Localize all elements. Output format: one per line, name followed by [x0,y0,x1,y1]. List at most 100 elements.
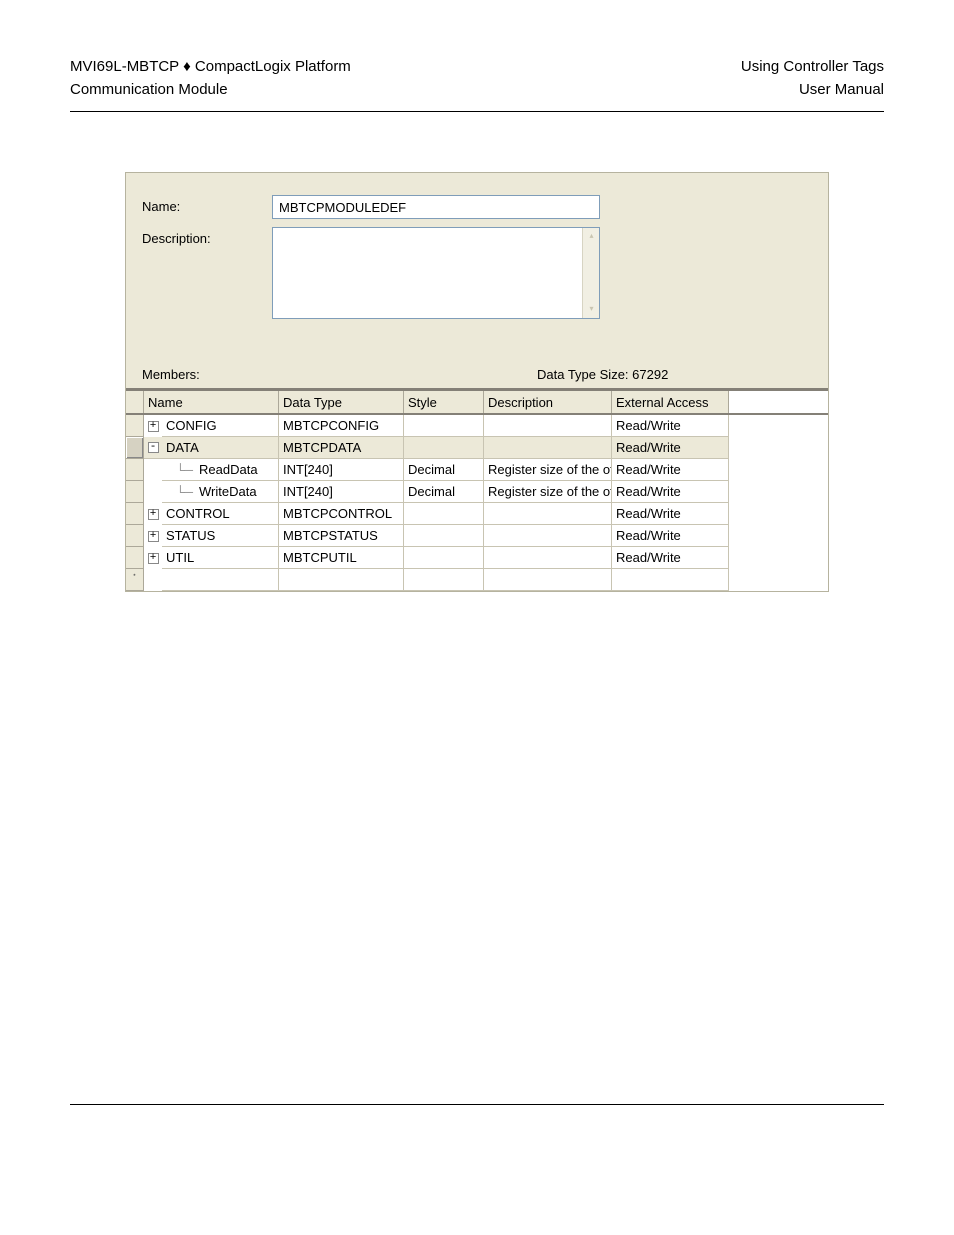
cell-external-access[interactable]: Read/Write [612,525,729,547]
col-header-data-type[interactable]: Data Type [279,391,404,413]
col-header-description[interactable]: Description [484,391,612,413]
tree-pad: + [144,525,162,547]
row-gutter[interactable] [126,437,144,459]
cell-data-type[interactable]: MBTCPCONTROL [279,503,404,525]
grid-header-gutter [126,391,144,413]
cell-data-type[interactable]: MBTCPCONFIG [279,415,404,437]
tree-pad: + [144,547,162,569]
member-name: STATUS [166,528,215,543]
collapse-icon[interactable]: - [148,442,159,453]
tree-pad [144,481,162,503]
scroll-down-icon[interactable]: ▾ [583,301,600,318]
cell-data-type[interactable]: MBTCPUTIL [279,547,404,569]
properties-panel: Name: Description: ▴ ▾ Members: Data Typ… [125,172,829,592]
cell-description[interactable] [484,503,612,525]
cell-name[interactable]: CONTROL [162,503,279,525]
header-left: MVI69L-MBTCP ♦ CompactLogix Platform Com… [70,56,351,101]
data-type-size: Data Type Size: 67292 [417,367,812,382]
expand-icon[interactable]: + [148,421,159,432]
cell-style[interactable] [404,415,484,437]
cell-external-access[interactable]: Read/Write [612,503,729,525]
cell-description[interactable] [484,437,612,459]
cell-description[interactable]: Register size of the of t [484,481,612,503]
cell-data-type[interactable]: INT[240] [279,481,404,503]
row-gutter[interactable] [126,415,144,437]
insert-cell-style[interactable] [404,569,484,591]
header-left-line2: Communication Module [70,81,228,98]
cell-description[interactable] [484,415,612,437]
tree-branch-icon: └─ [166,485,193,499]
description-field-wrap: ▴ ▾ [272,227,600,319]
row-gutter[interactable] [126,525,144,547]
cell-description[interactable] [484,547,612,569]
cell-external-access[interactable]: Read/Write [612,437,729,459]
page-header: MVI69L-MBTCP ♦ CompactLogix Platform Com… [70,56,884,112]
cell-description[interactable] [484,525,612,547]
name-input[interactable] [272,195,600,219]
row-gutter[interactable] [126,459,144,481]
tree-pad: - [144,437,162,459]
cell-data-type[interactable]: MBTCPDATA [279,437,404,459]
tree-branch-icon: └─ [166,463,193,477]
cell-name[interactable]: CONFIG [162,415,279,437]
insert-cell-name[interactable] [162,569,279,591]
insert-cell-desc[interactable] [484,569,612,591]
header-right-line1: Using Controller Tags [741,58,884,75]
cell-style[interactable] [404,503,484,525]
table-row[interactable]: -DATA MBTCPDATA Read/Write [126,437,828,459]
table-row[interactable]: + STATUS MBTCPSTATUS Read/Write [126,525,828,547]
cell-name[interactable]: UTIL [162,547,279,569]
col-header-name[interactable]: Name [144,391,279,413]
row-gutter[interactable] [126,503,144,525]
member-name: ReadData [199,462,258,477]
member-name: CONTROL [166,506,230,521]
table-row[interactable]: └─ WriteData INT[240]DecimalRegister size … [126,481,828,503]
member-name: UTIL [166,550,194,565]
member-name: DATA [166,440,199,455]
members-grid: Name Data Type Style Description Externa… [126,388,828,591]
cell-name[interactable]: └─ WriteData [162,481,279,503]
tree-pad [144,459,162,481]
cell-name[interactable]: └─ ReadData [162,459,279,481]
table-row[interactable]: + CONTROL MBTCPCONTROL Read/Write [126,503,828,525]
member-name: WriteData [199,484,257,499]
member-name: CONFIG [166,418,217,433]
table-row[interactable]: + UTIL MBTCPUTIL Read/Write [126,547,828,569]
tree-pad: + [144,415,162,437]
header-right-line2: User Manual [799,81,884,98]
cell-style[interactable]: Decimal [404,481,484,503]
cell-style[interactable] [404,437,484,459]
col-header-external[interactable]: External Access [612,391,729,413]
row-gutter[interactable] [126,547,144,569]
cell-style[interactable] [404,525,484,547]
cell-description[interactable]: Register size of the of t [484,459,612,481]
grid-header-row: Name Data Type Style Description Externa… [126,389,828,415]
cell-name[interactable]: DATA [162,437,279,459]
header-left-line1: MVI69L-MBTCP ♦ CompactLogix Platform [70,58,351,75]
cell-external-access[interactable]: Read/Write [612,459,729,481]
scroll-up-icon[interactable]: ▴ [583,228,600,245]
members-label: Members: [142,367,417,382]
col-header-style[interactable]: Style [404,391,484,413]
grid-insert-row[interactable]: ⋆ [126,569,828,591]
row-gutter[interactable] [126,481,144,503]
expand-icon[interactable]: + [148,531,159,542]
cell-style[interactable] [404,547,484,569]
name-label: Name: [142,195,272,219]
insert-cell-ext[interactable] [612,569,729,591]
table-row[interactable]: + CONFIG MBTCPCONFIG Read/Write [126,415,828,437]
expand-icon[interactable]: + [148,553,159,564]
cell-external-access[interactable]: Read/Write [612,415,729,437]
cell-data-type[interactable]: MBTCPSTATUS [279,525,404,547]
cell-style[interactable]: Decimal [404,459,484,481]
cell-external-access[interactable]: Read/Write [612,547,729,569]
cell-data-type[interactable]: INT[240] [279,459,404,481]
expand-icon[interactable]: + [148,509,159,520]
description-label: Description: [142,227,272,319]
insert-cell-type[interactable] [279,569,404,591]
cell-external-access[interactable]: Read/Write [612,481,729,503]
description-scrollbar[interactable]: ▴ ▾ [582,228,599,318]
cell-name[interactable]: STATUS [162,525,279,547]
table-row[interactable]: └─ ReadData INT[240]DecimalRegister size o… [126,459,828,481]
description-textarea[interactable] [273,228,581,318]
